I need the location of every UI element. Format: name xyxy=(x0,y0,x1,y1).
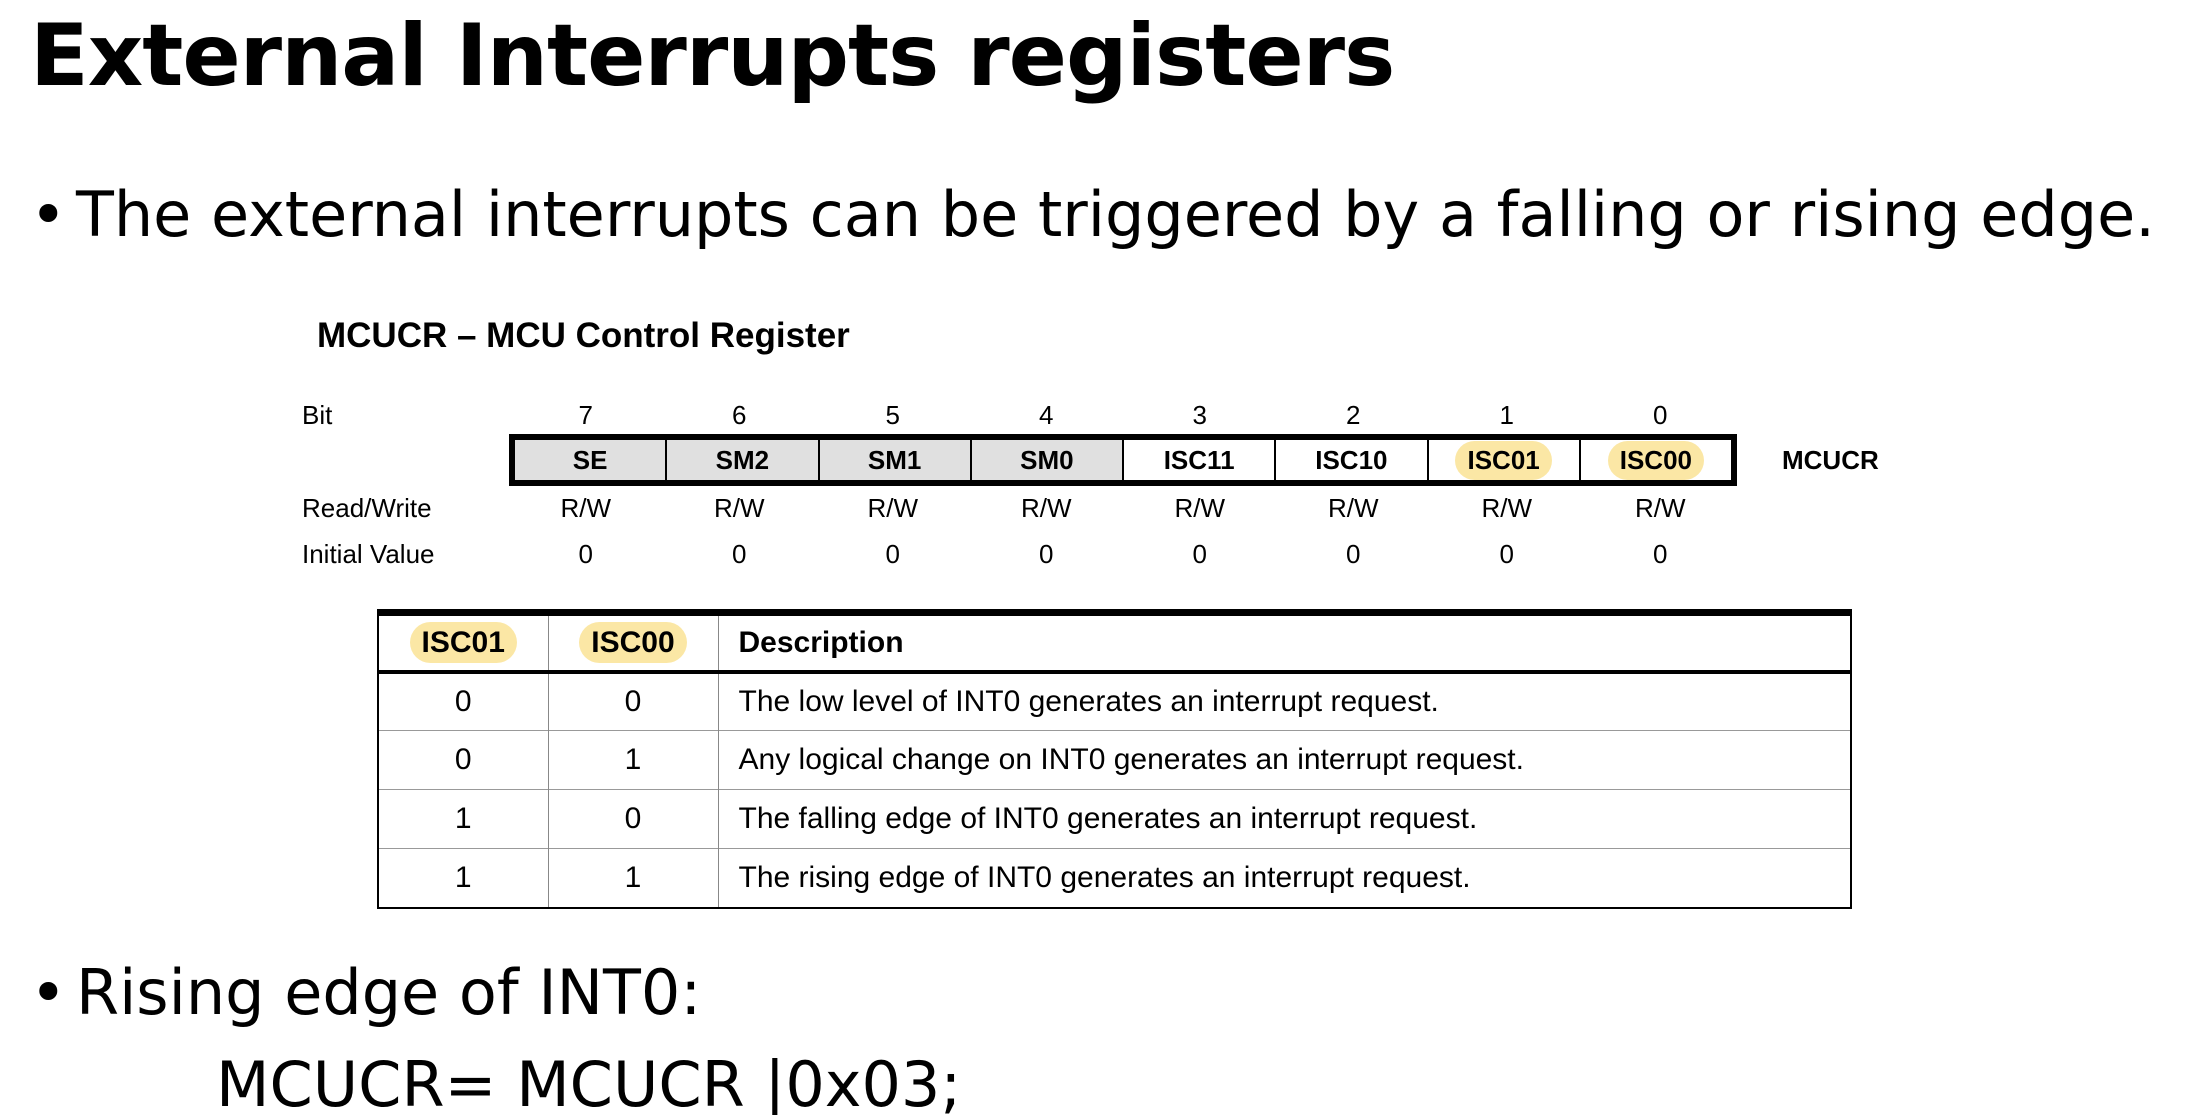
bit-number: 1 xyxy=(1499,400,1514,430)
header-description: Description xyxy=(717,612,1851,674)
initial-value: 0 xyxy=(1039,539,1054,569)
bit-number: 0 xyxy=(1653,400,1668,430)
bullet-item-edge-trigger: • The external interrupts can be triggere… xyxy=(30,178,2155,251)
register-name: MCUCR xyxy=(1782,445,1879,475)
rw-row: R/W R/W R/W R/W R/W R/W R/W R/W xyxy=(509,493,1737,524)
isc00-value: 0 xyxy=(547,789,718,849)
isc00-value: 0 xyxy=(547,671,718,731)
description: The falling edge of INT0 generates an in… xyxy=(717,789,1851,849)
header-isc01: ISC01 xyxy=(378,612,548,674)
bit-number: 4 xyxy=(1039,400,1054,430)
field-isc11: ISC11 xyxy=(1122,440,1274,480)
bit-number: 2 xyxy=(1346,400,1361,430)
rw-value: R/W xyxy=(867,493,919,523)
rw-label: Read/Write xyxy=(302,493,432,523)
register-bit-fields: SE SM2 SM1 SM0 ISC11 ISC10 ISC01 ISC00 xyxy=(509,434,1737,486)
bullet-item-rising-edge: • Rising edge of INT0: xyxy=(30,956,701,1029)
bit-number: 6 xyxy=(732,400,747,430)
field-se: SE xyxy=(515,440,666,480)
field-isc01: ISC01 xyxy=(1426,440,1579,480)
initial-value: 0 xyxy=(578,539,593,569)
isc00-value: 1 xyxy=(547,730,718,790)
bullet-text: The external interrupts can be triggered… xyxy=(76,178,2155,251)
initial-value: 0 xyxy=(1499,539,1514,569)
table-row: 1 1 The rising edge of INT0 generates an… xyxy=(378,848,1851,908)
bullet-glyph: • xyxy=(30,178,67,251)
isc01-value: 0 xyxy=(378,730,548,790)
table-row: 0 1 Any logical change on INT0 generates… xyxy=(378,730,1851,790)
field-isc10: ISC10 xyxy=(1274,440,1426,480)
rw-value: R/W xyxy=(1174,493,1226,523)
table-header-row: ISC01 ISC00 Description xyxy=(378,612,1851,674)
rw-value: R/W xyxy=(1020,493,1072,523)
initial-value: 0 xyxy=(1653,539,1668,569)
slide-title: External Interrupts registers xyxy=(30,6,1395,106)
initial-value: 0 xyxy=(885,539,900,569)
rw-value: R/W xyxy=(1634,493,1686,523)
code-line: MCUCR= MCUCR |0x03; xyxy=(216,1048,962,1115)
field-sm2: SM2 xyxy=(665,440,818,480)
field-sm0: SM0 xyxy=(969,440,1122,480)
field-isc00: ISC00 xyxy=(1578,440,1731,480)
table-row: 0 0 The low level of INT0 generates an i… xyxy=(378,671,1851,731)
highlight-isc00: ISC00 xyxy=(1607,440,1704,480)
description: Any logical change on INT0 generates an … xyxy=(717,730,1851,790)
isc01-value: 0 xyxy=(454,684,472,718)
bullet-text: Rising edge of INT0: xyxy=(76,956,702,1029)
initial-value: 0 xyxy=(1346,539,1361,569)
register-title: MCUCR – MCU Control Register xyxy=(317,316,850,355)
isc01-value: 1 xyxy=(378,789,548,849)
description: The rising edge of INT0 generates an int… xyxy=(717,848,1851,908)
rw-value: R/W xyxy=(560,493,612,523)
isc00-value: 1 xyxy=(547,848,718,908)
description: The low level of INT0 generates an inter… xyxy=(717,671,1851,731)
rw-value: R/W xyxy=(713,493,765,523)
bullet-glyph: • xyxy=(30,956,67,1029)
bit-number: 7 xyxy=(578,400,593,430)
table-row: 1 0 The falling edge of INT0 generates a… xyxy=(378,789,1851,849)
bit-number: 3 xyxy=(1192,400,1207,430)
bit-label: Bit xyxy=(302,400,333,430)
bit-number-row: 7 6 5 4 3 2 1 0 xyxy=(509,400,1737,431)
initial-value-row: 0 0 0 0 0 0 0 0 xyxy=(509,539,1737,570)
rw-value: R/W xyxy=(1327,493,1379,523)
bit-number: 5 xyxy=(885,400,900,430)
interrupt-sense-control-table: ISC01 ISC00 Description 0 0 The low leve… xyxy=(377,609,1852,909)
highlight-isc01: ISC01 xyxy=(1455,440,1552,480)
initial-value: 0 xyxy=(1192,539,1207,569)
field-sm1: SM1 xyxy=(817,440,970,480)
initial-value-label: Initial Value xyxy=(302,539,435,569)
rw-value: R/W xyxy=(1481,493,1533,523)
initial-value: 0 xyxy=(732,539,747,569)
isc01-value: 1 xyxy=(378,848,548,908)
header-isc00: ISC00 xyxy=(547,612,718,674)
